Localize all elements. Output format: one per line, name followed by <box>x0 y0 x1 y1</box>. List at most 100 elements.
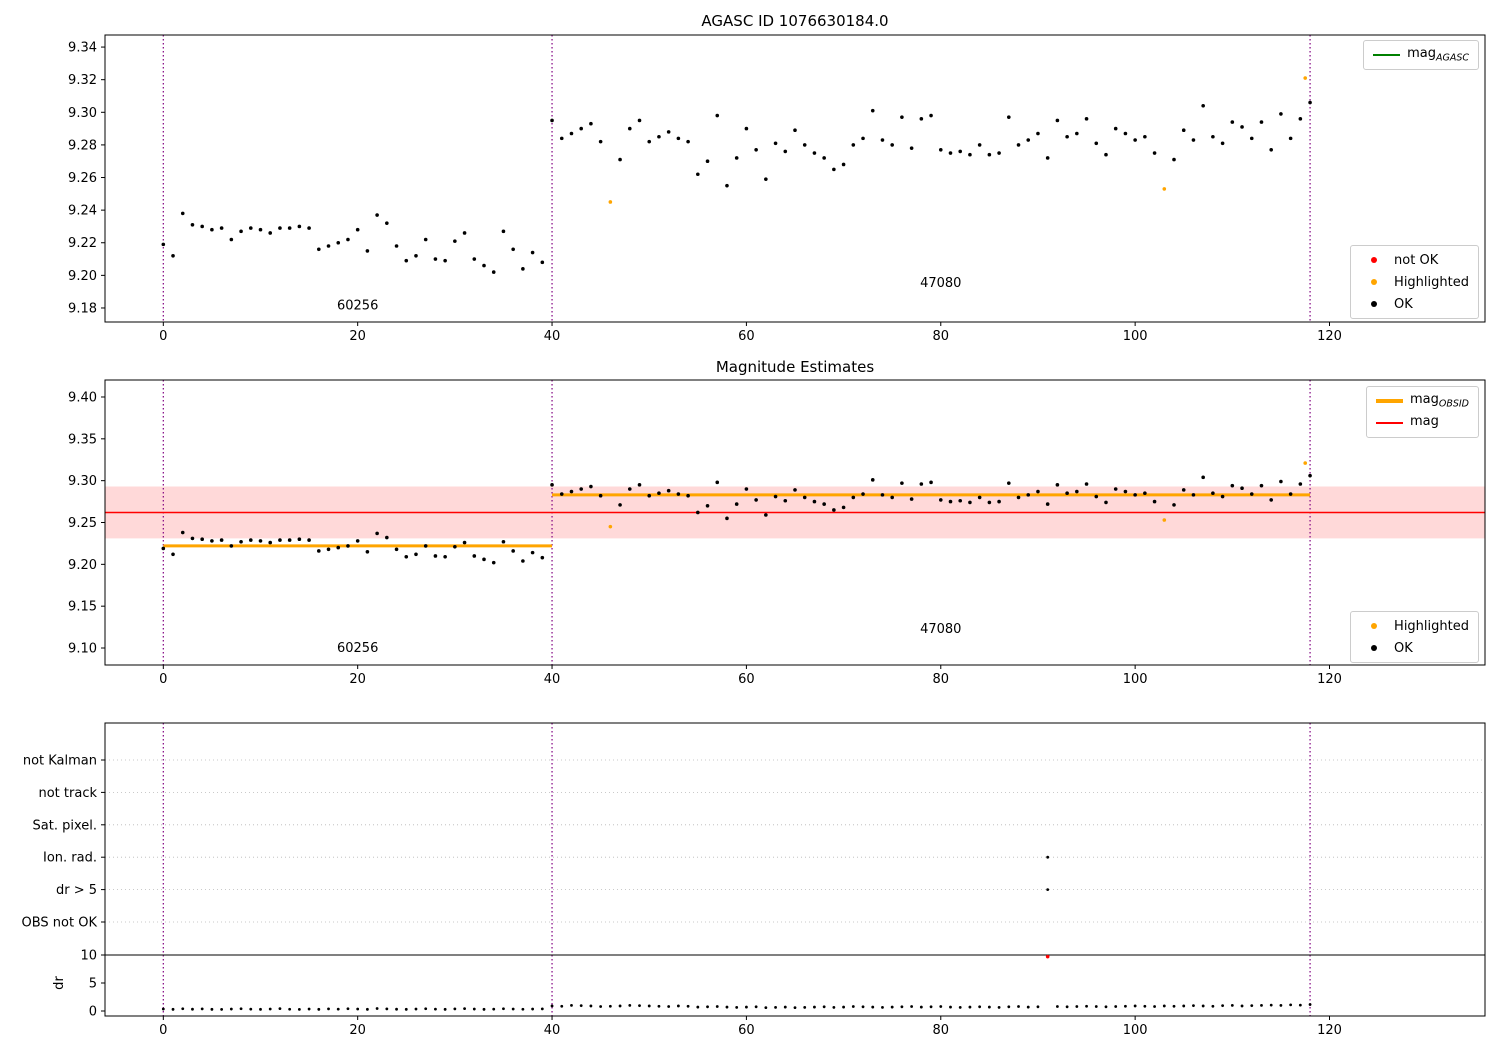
point-ok <box>530 250 535 255</box>
point-ok <box>317 549 321 553</box>
point-ok <box>355 539 360 543</box>
point-ok <box>1220 494 1225 499</box>
point-ok <box>627 487 632 491</box>
dr-point-ok <box>832 1005 836 1009</box>
point-ok <box>200 537 204 542</box>
point-ok <box>841 162 846 167</box>
point-highlighted <box>1303 76 1308 80</box>
point-ok <box>696 172 700 177</box>
point-ok <box>287 226 292 230</box>
point-ok <box>482 557 486 562</box>
y-tick-label: 9.10 <box>68 642 97 657</box>
not-ok-marker-icon <box>1360 257 1387 263</box>
y-tick-label: 9.35 <box>68 432 97 447</box>
point-ok <box>404 555 409 559</box>
point-ok <box>861 136 865 141</box>
point-ok <box>268 540 273 545</box>
dr-point-ok <box>356 1007 360 1011</box>
point-ok <box>317 247 321 252</box>
point-ok <box>355 227 360 232</box>
point-ok <box>472 554 477 558</box>
point-ok <box>521 559 525 563</box>
ok-marker-icon <box>1360 645 1387 651</box>
point-ok <box>278 538 282 542</box>
point-highlighted <box>1162 518 1167 522</box>
legend-entry-ok-p2: OK <box>1360 638 1469 658</box>
point-highlighted <box>608 524 613 529</box>
point-ok <box>861 492 865 496</box>
point-ok <box>647 493 652 498</box>
y-tick-label: 9.18 <box>68 301 97 316</box>
dr-point-ok <box>1114 1005 1118 1008</box>
legend-label-highlighted: Highlighted <box>1394 274 1469 290</box>
flag-row-label: OBS not OK <box>22 916 98 931</box>
point-ok <box>909 146 914 150</box>
point-ok <box>870 108 875 113</box>
point-ok <box>278 226 282 230</box>
dr-point-ok <box>1094 1005 1098 1008</box>
dr-point-ok <box>589 1004 593 1008</box>
point-ok <box>1055 118 1060 123</box>
dr-point-ok <box>900 1005 904 1009</box>
point-ok <box>1045 502 1050 506</box>
point-ok <box>1143 491 1147 496</box>
legend-entry-highlighted: Highlighted <box>1360 272 1469 292</box>
point-ok <box>598 493 603 498</box>
dr-point-ok <box>317 1007 321 1011</box>
point-ok <box>822 502 826 506</box>
dr-point-ok <box>861 1005 865 1009</box>
dr-point-ok <box>1075 1005 1079 1008</box>
dr-point-ok <box>822 1005 826 1009</box>
dr-point-ok <box>1201 1004 1205 1008</box>
dr-point-ok <box>181 1007 185 1011</box>
point-ok <box>686 493 690 498</box>
x-tick-label: 40 <box>544 1023 561 1038</box>
dr-point-ok <box>297 1007 301 1011</box>
point-ok <box>832 508 836 512</box>
point-ok <box>793 488 797 492</box>
dr-point-ok <box>229 1007 233 1011</box>
point-ok <box>326 244 331 248</box>
dr-point-ok <box>774 1005 777 1009</box>
point-ok <box>764 513 768 517</box>
point-ok <box>919 117 924 121</box>
point-ok <box>987 152 992 157</box>
point-highlighted <box>608 200 613 204</box>
point-ok <box>1026 138 1031 142</box>
point-ok <box>326 547 331 552</box>
flag-row-label: Ion. rad. <box>43 851 97 866</box>
dr-point-ok <box>987 1005 991 1009</box>
point-ok <box>773 141 778 146</box>
dr-point-ok <box>424 1007 428 1011</box>
dr-point-ok <box>570 1004 573 1007</box>
legend-label-mag: mag <box>1409 414 1439 430</box>
dr-point-ok <box>657 1004 661 1008</box>
point-ok <box>1113 126 1118 131</box>
point-ok <box>501 229 506 234</box>
point-ok <box>229 237 234 242</box>
point-ok <box>210 227 214 232</box>
x-tick-label: 100 <box>1123 1023 1148 1038</box>
point-ok <box>1181 488 1186 492</box>
point-ok <box>1181 128 1186 133</box>
dr-point-ok <box>1153 1005 1156 1008</box>
point-ok <box>987 500 992 505</box>
dr-point-ok <box>453 1007 457 1011</box>
dr-point-ok <box>1250 1004 1254 1008</box>
point-ok <box>589 121 593 126</box>
point-ok <box>1055 483 1060 487</box>
dr-point-ok <box>725 1005 729 1009</box>
dr-point-ok <box>813 1005 816 1009</box>
dr-point-ok <box>958 1005 962 1009</box>
point-ok <box>1152 499 1157 504</box>
dr-point-ok <box>1065 1005 1069 1009</box>
dr-point-ok <box>1240 1004 1244 1008</box>
point-ok <box>1288 136 1293 141</box>
x-tick-label: 20 <box>349 672 366 687</box>
point-ok <box>715 480 720 485</box>
point-ok <box>511 549 515 553</box>
dr-point-ok <box>881 1005 884 1009</box>
point-ok <box>210 539 214 543</box>
dr-point-ok <box>1289 1003 1293 1007</box>
dr-point-ok <box>375 1007 379 1010</box>
